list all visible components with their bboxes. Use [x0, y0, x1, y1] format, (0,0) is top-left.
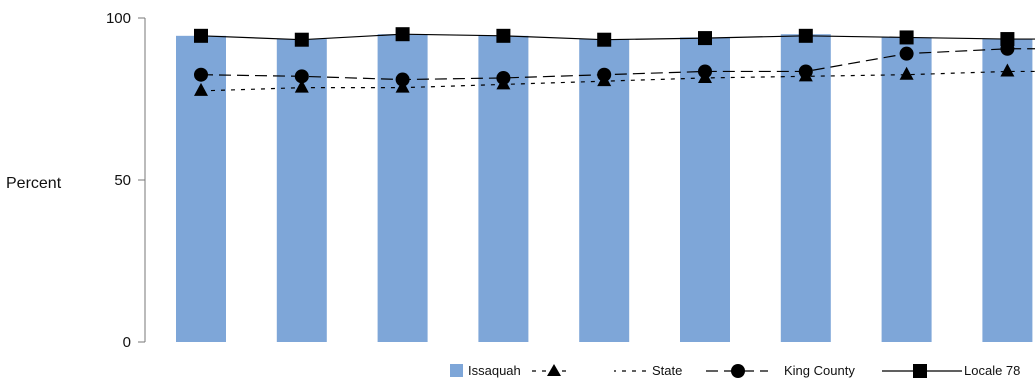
marker-state-8	[1000, 63, 1015, 77]
marker-king-county-3	[496, 70, 511, 85]
legend-label-king-county: King County	[784, 363, 855, 378]
legend-label-state: State	[652, 363, 682, 378]
y-tick-group: 0 50 100	[106, 10, 145, 351]
marker-state-1	[294, 79, 309, 93]
legend-marker-triangle	[547, 364, 561, 376]
line-king-county	[200, 48, 1035, 81]
bar-issaquah-6	[780, 34, 831, 342]
marker-locale-78-4	[597, 32, 612, 47]
bar-issaquah-4	[579, 39, 630, 343]
marker-locale-78-2	[395, 27, 410, 42]
legend-marker-circle	[731, 364, 745, 378]
marker-state-7	[899, 66, 914, 80]
line-state	[200, 70, 1035, 92]
bar-issaquah-0	[176, 35, 226, 342]
bar-issaquah-5	[680, 37, 730, 342]
marker-king-county-4	[597, 67, 612, 82]
marker-locale-78-5	[698, 31, 712, 46]
marker-king-county-1	[294, 69, 309, 84]
marker-king-county-2	[395, 72, 410, 87]
legend: Issaquah State King County Locale 78	[450, 362, 1020, 378]
line-locale-78	[200, 33, 1035, 41]
y-tick-label-1: 50	[114, 172, 131, 189]
marker-king-county-5	[698, 64, 712, 79]
y-tick-label-0: 0	[123, 334, 131, 351]
marker-king-county-7	[899, 46, 914, 61]
marker-locale-78-3	[496, 28, 511, 43]
marker-locale-78-8	[1000, 32, 1015, 47]
marker-locale-78-6	[798, 28, 813, 43]
legend-label-locale-78: Locale 78	[964, 363, 1020, 378]
marker-state-0	[194, 82, 208, 96]
y-axis-label: Percent	[6, 175, 62, 192]
marker-locale-78-7	[899, 30, 914, 45]
bar-issaquah-8	[982, 39, 1033, 343]
bar-issaquah-7	[881, 37, 932, 342]
axis-layer: Percent 0 50 100	[6, 10, 146, 351]
marker-locale-78-0	[194, 28, 208, 43]
marker-locale-78-1	[294, 32, 309, 47]
legend-label-issaquah: Issaquah	[468, 363, 521, 378]
legend-item-state: State	[532, 362, 682, 378]
legend-marker-square	[913, 364, 927, 378]
marker-layer	[194, 27, 1015, 96]
y-tick-label-2: 100	[106, 10, 131, 27]
legend-line-mask-state	[568, 362, 614, 378]
legend-item-locale-78: Locale 78	[882, 363, 1020, 378]
marker-king-county-0	[194, 67, 208, 82]
marker-king-county-6	[798, 64, 813, 79]
legend-swatch-issaquah	[450, 364, 463, 377]
line-layer	[200, 33, 1035, 92]
legend-item-king-county: King County	[706, 363, 855, 378]
legend-item-issaquah: Issaquah	[450, 363, 521, 378]
